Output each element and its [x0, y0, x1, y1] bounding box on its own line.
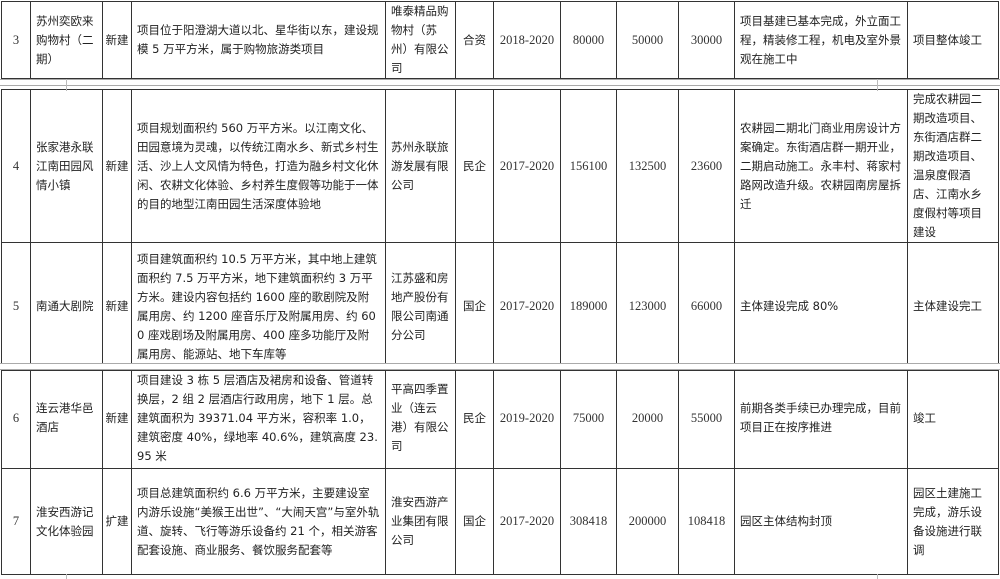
page-margin-mark: [877, 574, 878, 579]
construction-period: 2017-2020: [493, 242, 561, 371]
project-name: 张家港永联江南田园风情小镇: [30, 89, 103, 243]
page-margin-mark: [66, 79, 67, 91]
total-investment: 189000: [560, 242, 617, 371]
construction-type: 新建: [102, 1, 132, 79]
company-name: 苏州永联旅游发展有限公司: [385, 89, 456, 243]
page-margin-mark: [877, 79, 878, 91]
progress-status: 项目基建已基本完成，外立面工程，精装修工程，机电及室外景观在施工中: [734, 1, 908, 79]
construction-type: 扩建: [102, 468, 132, 575]
row-number: 5: [1, 242, 31, 371]
table-row: 7 淮安西游记文化体验园 扩建 项目总建筑面积约 6.6 万平方米，主要建设室内…: [1, 468, 999, 575]
completed-investment: 200000: [616, 468, 679, 575]
total-investment: 75000: [560, 367, 617, 469]
construction-period: 2017-2020: [493, 468, 561, 575]
project-name: 南通大剧院: [30, 242, 103, 371]
table-row: 3 苏州奕欧来购物村（二期） 新建 项目位于阳澄湖大道以北、星华街以东，建设规模…: [1, 1, 999, 79]
progress-status: 农耕园二期北门商业用房设计方案确定。东街酒店群一期开业，二期启动施工。永丰村、蒋…: [734, 89, 908, 243]
enterprise-nature: 国企: [455, 468, 494, 575]
project-table-section: 4 张家港永联江南田园风情小镇 新建 项目规划面积约 560 万平方米。以江南文…: [1, 89, 999, 371]
construction-period: 2019-2020: [493, 367, 561, 469]
table-row: 4 张家港永联江南田园风情小镇 新建 项目规划面积约 560 万平方米。以江南文…: [1, 89, 999, 243]
annual-plan: 竣工: [907, 367, 999, 469]
remaining-investment: 55000: [678, 367, 735, 469]
project-name: 苏州奕欧来购物村（二期）: [30, 1, 103, 79]
remaining-investment: 66000: [678, 242, 735, 371]
progress-status: 前期各类手续已办理完成，目前项目正在按序推进: [734, 367, 908, 469]
enterprise-nature: 民企: [455, 89, 494, 243]
remaining-investment: 23600: [678, 89, 735, 243]
annual-plan: 完成农耕园二期改造项目、东街酒店群二期改造项目、温泉度假酒店、江南水乡度假村等项…: [907, 89, 999, 243]
total-investment: 156100: [560, 89, 617, 243]
completed-investment: 50000: [616, 1, 679, 79]
company-name: 淮安西游产业集团有限公司: [385, 468, 456, 575]
project-table-section: 3 苏州奕欧来购物村（二期） 新建 项目位于阳澄湖大道以北、星华街以东，建设规模…: [1, 1, 999, 79]
table-row: 5 南通大剧院 新建 项目建筑面积约 10.5 万平方米，其中地上建筑面积约 7…: [1, 242, 999, 371]
completed-investment: 20000: [616, 367, 679, 469]
enterprise-nature: 国企: [455, 242, 494, 371]
total-investment: 308418: [560, 468, 617, 575]
enterprise-nature: 合资: [455, 1, 494, 79]
project-description: 项目建设 3 栋 5 层酒店及裙房和设备、管道转换层，2 组 2 层酒店行政用房…: [131, 367, 386, 469]
construction-type: 新建: [102, 89, 132, 243]
project-name: 淮安西游记文化体验园: [30, 468, 103, 575]
construction-type: 新建: [102, 242, 132, 371]
project-description: 项目位于阳澄湖大道以北、星华街以东，建设规模 5 万平方米，属于购物旅游类项目: [131, 1, 386, 79]
company-name: 唯泰精品购物村（苏州）有限公司: [385, 1, 456, 79]
project-description: 项目总建筑面积约 6.6 万平方米，主要建设室内游乐设施“美猴王出世”、“大闹天…: [131, 468, 386, 575]
remaining-investment: 108418: [678, 468, 735, 575]
project-table-section: 6 连云港华邑酒店 新建 项目建设 3 栋 5 层酒店及裙房和设备、管道转换层，…: [1, 367, 999, 575]
project-name: 连云港华邑酒店: [30, 367, 103, 469]
construction-period: 2017-2020: [493, 89, 561, 243]
project-description: 项目规划面积约 560 万平方米。以江南文化、田园意境为灵魂，以传统江南水乡、新…: [131, 89, 386, 243]
remaining-investment: 30000: [678, 1, 735, 79]
company-name: 江苏盛和房地产股份有限公司南通分公司: [385, 242, 456, 371]
enterprise-nature: 民企: [455, 367, 494, 469]
row-number: 3: [1, 1, 31, 79]
row-number: 4: [1, 89, 31, 243]
progress-status: 园区主体结构封顶: [734, 468, 908, 575]
section-divider: [0, 79, 1000, 86]
row-number: 6: [1, 367, 31, 469]
section-divider: [0, 363, 1000, 370]
annual-plan: 主体建设完工: [907, 242, 999, 371]
company-name: 平高四季置业（连云港）有限公司: [385, 367, 456, 469]
page-margin-mark: [66, 574, 67, 579]
annual-plan: 项目整体竣工: [907, 1, 999, 79]
table-row: 6 连云港华邑酒店 新建 项目建设 3 栋 5 层酒店及裙房和设备、管道转换层，…: [1, 367, 999, 469]
annual-plan: 园区土建施工完成，游乐设备设施进行联调: [907, 468, 999, 575]
row-number: 7: [1, 468, 31, 575]
total-investment: 80000: [560, 1, 617, 79]
completed-investment: 123000: [616, 242, 679, 371]
construction-type: 新建: [102, 367, 132, 469]
completed-investment: 132500: [616, 89, 679, 243]
construction-period: 2018-2020: [493, 1, 561, 79]
progress-status: 主体建设完成 80%: [734, 242, 908, 371]
project-description: 项目建筑面积约 10.5 万平方米，其中地上建筑面积约 7.5 万平方米，地下建…: [131, 242, 386, 371]
